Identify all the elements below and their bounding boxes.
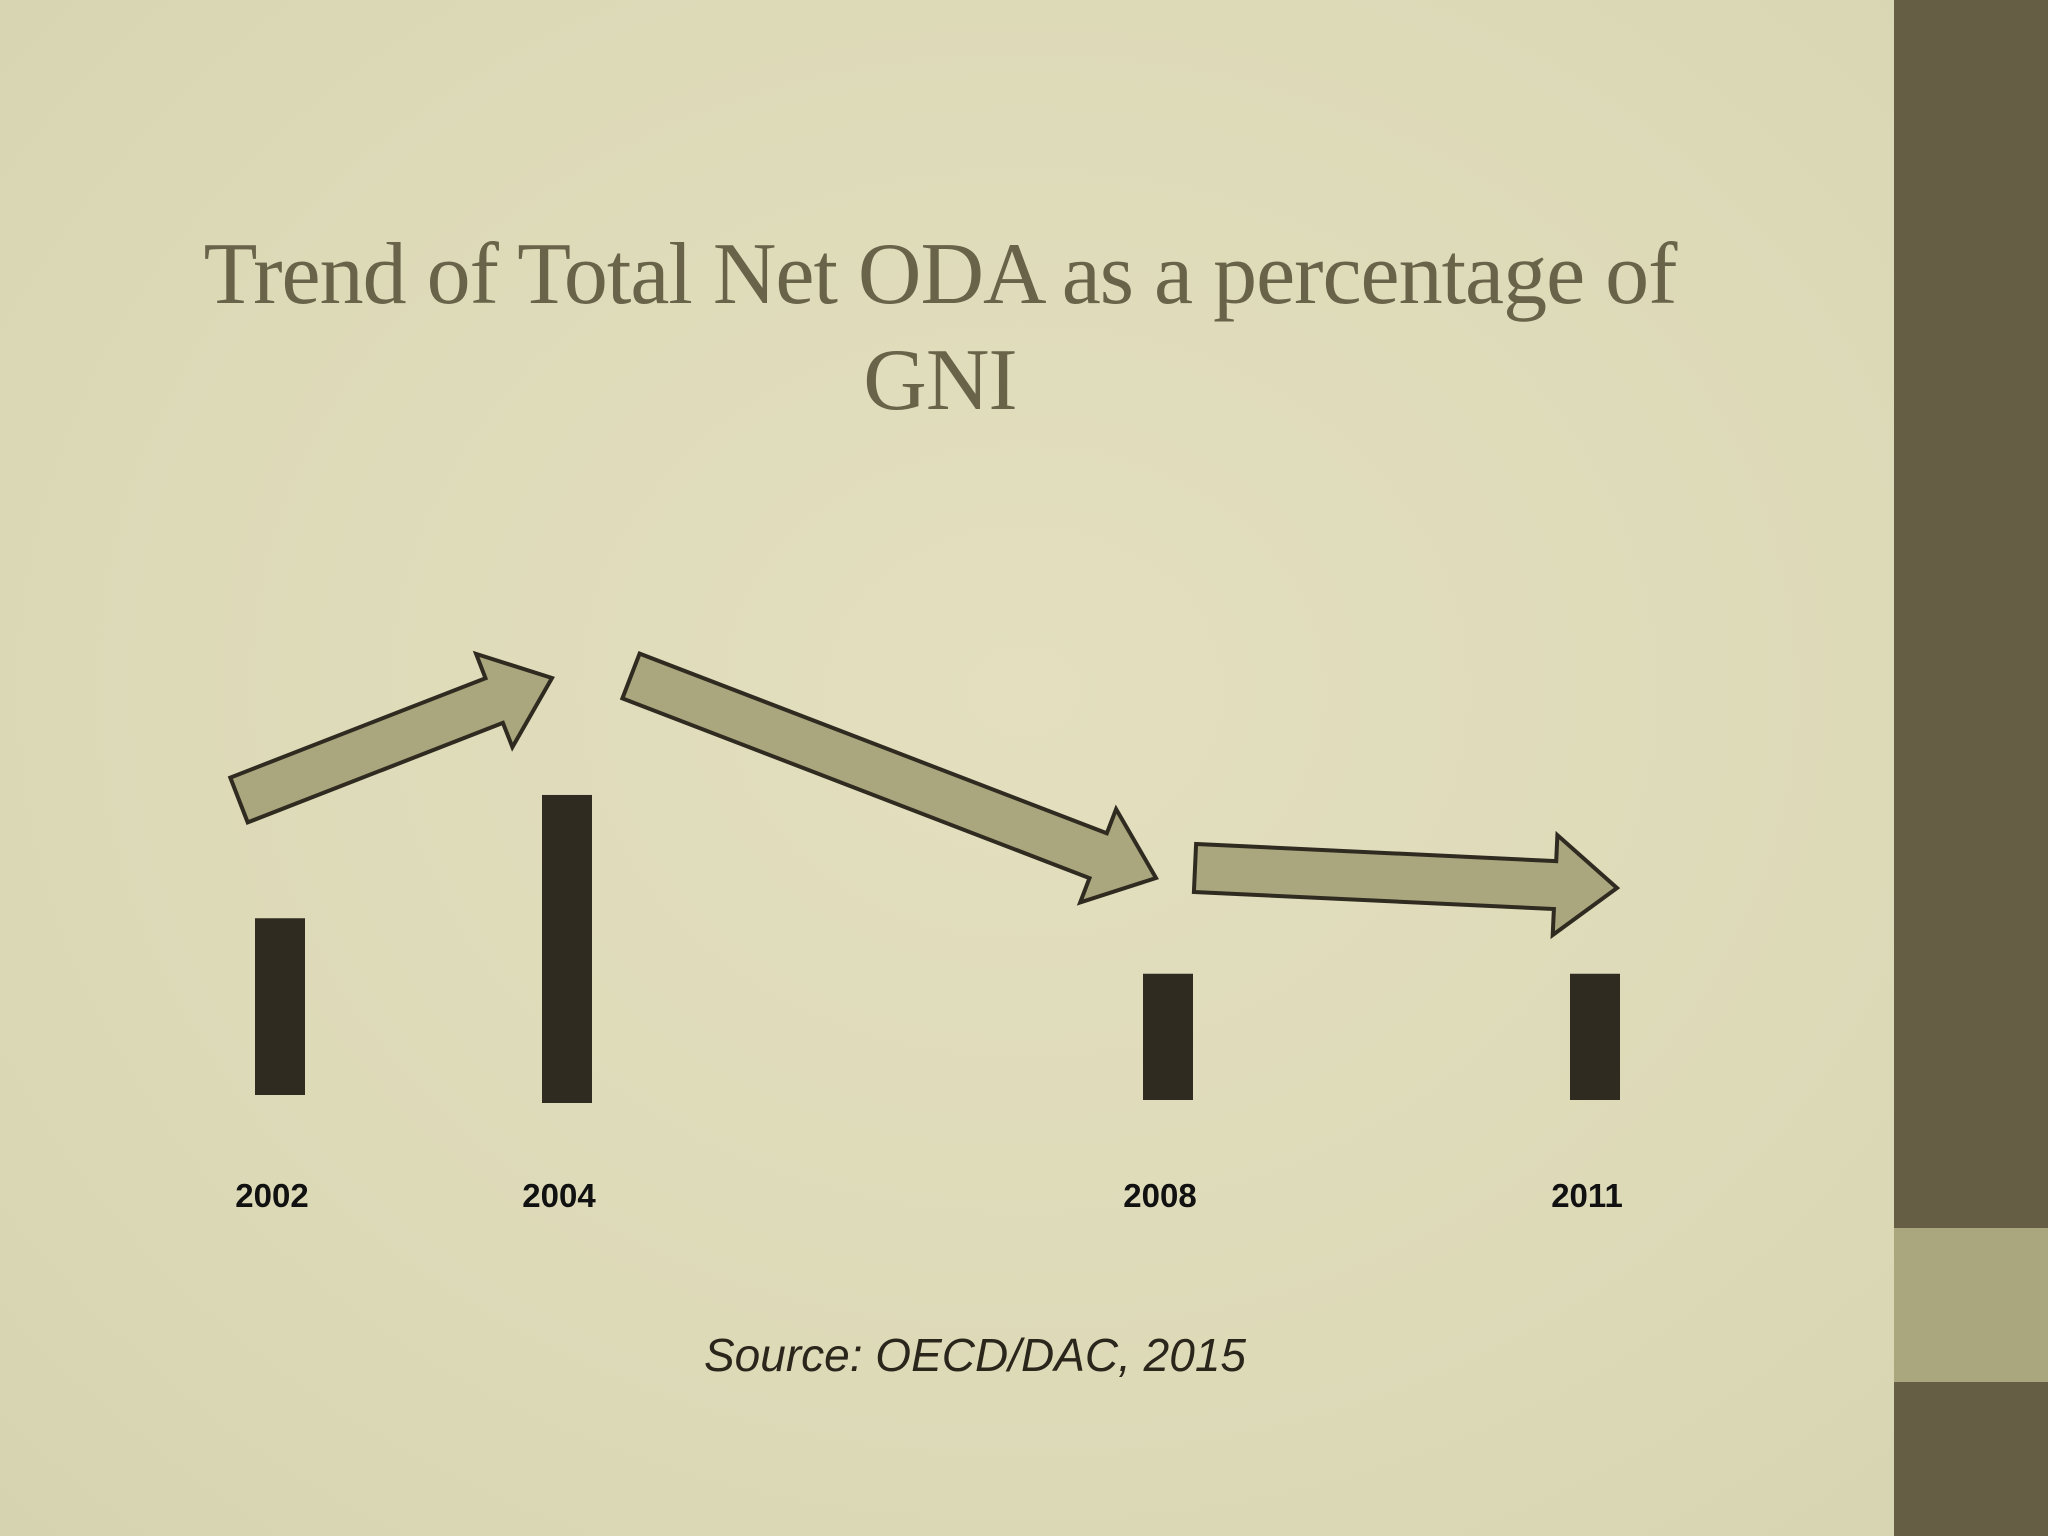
bar-2002 [255,918,305,1095]
trend-arrows [227,650,1621,940]
trend-arrow-up-1 [227,650,555,825]
slide-title: Trend of Total Net ODA as a percentage o… [203,226,1678,429]
bar-2004 [542,794,592,1103]
x-axis-labels: 2002 2004 2008 2011 [235,1177,1623,1214]
source-note: Source: OECD/DAC, 2015 [703,1329,1246,1381]
chart-bars [255,794,1620,1103]
bar-2011 [1570,973,1620,1100]
x-tick-label-2002: 2002 [235,1177,308,1214]
sidebar-dark-panel [1894,0,2048,1228]
x-tick-label-2004: 2004 [522,1177,596,1214]
sidebar-accent-band [1894,1228,2048,1382]
trend-arrow-down-3 [1191,830,1621,940]
trend-arrow-down-2 [619,651,1159,906]
x-tick-label-2008: 2008 [1123,1177,1196,1214]
sidebar-dark-footer [1894,1382,2048,1536]
x-tick-label-2011: 2011 [1551,1177,1623,1214]
bar-2008 [1143,973,1193,1100]
